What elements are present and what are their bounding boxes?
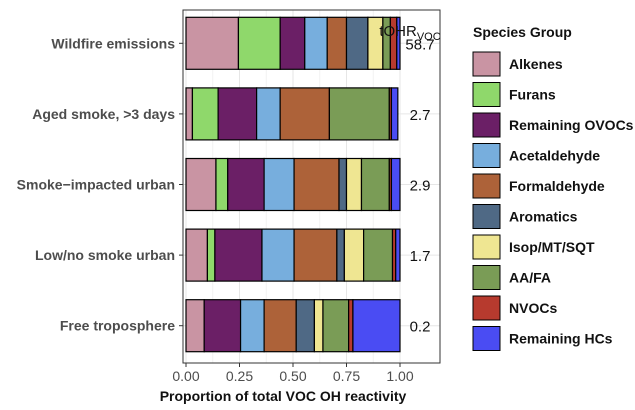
bar-segment-aa-fa <box>328 87 390 141</box>
tohr-value: 2.9 <box>410 178 431 195</box>
legend-swatch <box>472 82 501 107</box>
tohr-value: 1.7 <box>410 248 431 265</box>
legend-label: Remaining OVOCs <box>509 117 634 133</box>
legend-swatch <box>472 51 501 77</box>
x-tick-label: 1.00 <box>386 368 413 384</box>
category-labels: Wildfire emissions Aged smoke, >3 days Smo… <box>17 35 183 334</box>
legend-label: Alkenes <box>509 56 563 72</box>
legend-label: AA/FA <box>509 270 551 286</box>
bar-segment-alkenes <box>185 228 208 282</box>
legend-label: Isop/MT/SQT <box>509 239 595 255</box>
legend-label: Furans <box>509 87 556 103</box>
legend-label: Formaldehyde <box>509 178 605 194</box>
x-tick-label: 0.00 <box>172 368 199 384</box>
x-axis-title: Proportion of total VOC OH reactivity <box>160 388 407 404</box>
legend-swatch <box>472 265 501 290</box>
bar-segment-remaining-ovocs <box>279 16 306 70</box>
bar-segment-remaining-hcs <box>352 299 401 353</box>
bar-segment-formaldehyde <box>279 87 330 141</box>
bar-segment-furans <box>237 16 281 70</box>
bar-segment-aromatics <box>338 157 348 212</box>
bar-segment-alkenes <box>185 157 217 212</box>
bar-segment-formaldehyde <box>326 16 348 70</box>
legend-swatch <box>472 112 501 138</box>
tohr-column: tOHRVOC 58.7 2.7 2.9 1.7 0.2 <box>379 23 440 336</box>
legend-swatch <box>472 326 501 351</box>
bar-segment-remaining-ovocs <box>217 87 258 141</box>
bar-segment-formaldehyde <box>263 299 297 353</box>
bar-segment-acetaldehyde <box>256 87 281 141</box>
plot-frame <box>182 9 441 364</box>
bar-segment-isop-mt-sqt <box>345 157 363 212</box>
legend-swatch <box>472 204 501 229</box>
legend-label: NVOCs <box>509 300 557 316</box>
bar-segment-remaining-ovocs <box>203 299 242 353</box>
bar-segment-aromatics <box>336 228 345 282</box>
bar-segment-aromatics <box>295 299 315 353</box>
bar-segment-acetaldehyde <box>239 299 265 353</box>
bar-segment-acetaldehyde <box>263 157 295 212</box>
tohr-value: 58.7 <box>405 36 434 53</box>
bar-segment-isop-mt-sqt <box>313 299 324 353</box>
bar-segment-acetaldehyde <box>304 16 328 70</box>
category-label: Free troposphere <box>60 318 175 334</box>
legend-swatch <box>472 295 501 321</box>
bar-segment-acetaldehyde <box>261 228 295 282</box>
bar-segment-remaining-ovocs <box>227 157 265 212</box>
x-axis-ticks: 0.00 0.25 0.50 0.75 1.00 <box>172 363 414 384</box>
legend-swatch <box>472 234 501 260</box>
bar-segment-isop-mt-sqt <box>343 228 365 282</box>
bar-segment-nvocs <box>348 299 354 353</box>
category-label: Wildfire emissions <box>51 35 175 51</box>
x-tick-label: 0.75 <box>333 368 360 384</box>
category-label: Low/no smoke urban <box>35 247 175 263</box>
legend-label: Aromatics <box>509 209 578 225</box>
bar-segment-remaining-ovocs <box>214 228 263 282</box>
bar-segment-remaining-hcs <box>396 16 401 70</box>
x-tick-label: 0.25 <box>226 368 253 384</box>
legend-label: Acetaldehyde <box>509 148 600 164</box>
bar-segment-aa-fa <box>363 228 394 282</box>
legend-swatch <box>472 143 501 168</box>
bar-segment-furans <box>215 157 229 212</box>
bar-segment-remaining-hcs <box>395 228 401 282</box>
legend-label: Remaining HCs <box>509 331 613 347</box>
bar-segment-alkenes <box>185 16 240 70</box>
legend-swatch <box>472 173 501 199</box>
bar-segment-alkenes <box>185 87 194 141</box>
bar-segment-furans <box>206 228 216 282</box>
tohr-value: 2.7 <box>410 107 431 124</box>
bar-segment-formaldehyde <box>293 157 340 212</box>
bars <box>185 16 401 353</box>
bar-segment-aromatics <box>345 16 369 70</box>
bar-segment-remaining-hcs <box>390 157 401 212</box>
bar-segment-alkenes <box>185 299 205 353</box>
bar-segment-furans <box>191 87 219 141</box>
panel-border <box>182 9 441 364</box>
tohr-title: tOHRVOC <box>379 23 440 43</box>
category-label: Aged smoke, >3 days <box>32 106 175 122</box>
tohr-value: 0.2 <box>410 319 431 336</box>
bar-segment-formaldehyde <box>293 228 338 282</box>
legend-title: Species Group <box>473 24 572 40</box>
bar-segment-aa-fa <box>360 157 390 212</box>
legend: Species Group Alkenes Furans Remaining OVO… <box>472 24 634 351</box>
category-label: Smoke−impacted urban <box>17 177 175 193</box>
bar-segment-remaining-hcs <box>390 87 399 141</box>
x-tick-label: 0.50 <box>279 368 306 384</box>
bar-segment-aa-fa <box>322 299 350 353</box>
